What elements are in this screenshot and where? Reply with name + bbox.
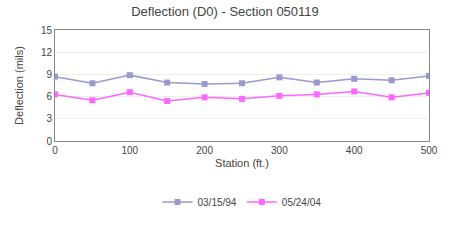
svg-text:9: 9 — [46, 69, 52, 80]
svg-text:12: 12 — [41, 47, 53, 58]
svg-text:400: 400 — [346, 145, 363, 156]
svg-text:15: 15 — [41, 25, 53, 36]
svg-text:0: 0 — [46, 136, 52, 147]
svg-text:3: 3 — [46, 113, 52, 124]
svg-text:300: 300 — [271, 145, 288, 156]
svg-text:500: 500 — [421, 145, 438, 156]
svg-text:100: 100 — [121, 145, 138, 156]
svg-text:05/24/04: 05/24/04 — [282, 197, 321, 208]
svg-text:0: 0 — [52, 145, 58, 156]
svg-text:6: 6 — [46, 91, 52, 102]
svg-text:03/15/94: 03/15/94 — [198, 197, 237, 208]
svg-text:Deflection (D0) - Section 0501: Deflection (D0) - Section 050119 — [131, 4, 319, 19]
svg-text:Station (ft.): Station (ft.) — [215, 157, 269, 169]
svg-text:200: 200 — [196, 145, 213, 156]
svg-text:Deflection (mils): Deflection (mils) — [13, 46, 25, 125]
